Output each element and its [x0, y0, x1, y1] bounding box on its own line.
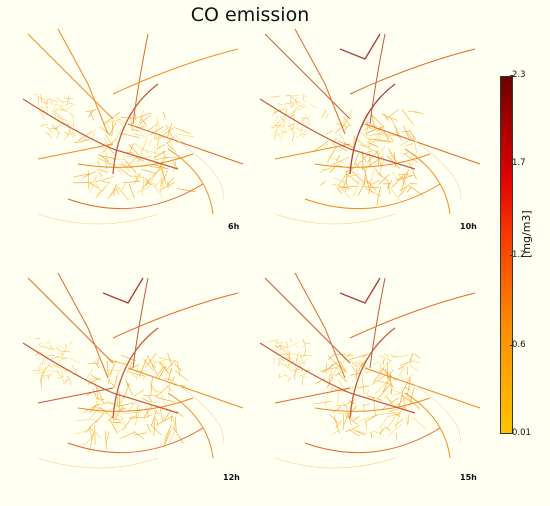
map-panel-15h: 15h: [255, 268, 495, 493]
road-network-map: [259, 272, 481, 469]
colorbar-tick: 2.3: [510, 70, 526, 80]
figure-title: CO emission: [190, 4, 310, 26]
map-panel-6h: 6h: [18, 24, 258, 249]
panel-time-label: 6h: [228, 222, 240, 231]
road-network-map: [22, 272, 244, 469]
road-network-map: [259, 28, 481, 225]
road-network-map: [22, 28, 244, 225]
colorbar-tick: 0.01: [510, 428, 531, 438]
panel-time-label: 10h: [460, 222, 477, 231]
panel-time-label: 15h: [460, 473, 477, 482]
colorbar-tick: 1.2: [510, 250, 526, 260]
map-panel-10h: 10h: [255, 24, 495, 249]
panel-time-label: 12h: [223, 473, 240, 482]
colorbar-tick: 1.7: [510, 158, 526, 168]
map-panel-12h: 12h: [18, 268, 258, 493]
colorbar-tick: 0.6: [510, 340, 526, 350]
colorbar-unit-label: [mg/m3]: [520, 210, 533, 258]
